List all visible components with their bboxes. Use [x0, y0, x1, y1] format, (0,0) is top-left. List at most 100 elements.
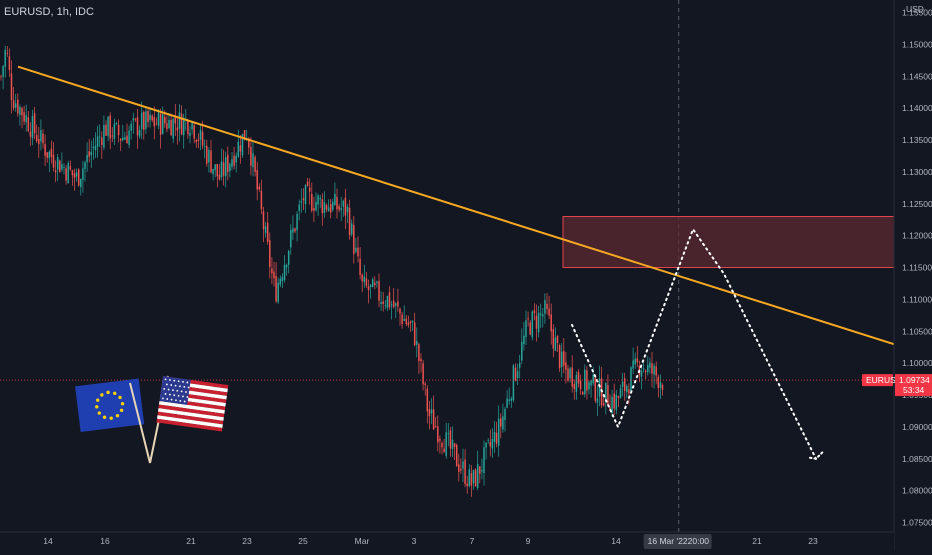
- candle-body: [59, 160, 61, 173]
- candle-body: [367, 286, 370, 291]
- candle-body: [371, 279, 374, 288]
- eu-flag-pole: [129, 382, 151, 464]
- price-tick-label: 1.15500: [902, 8, 932, 18]
- candle-body: [67, 163, 69, 184]
- symbol-header: EURUSD, 1h, IDC: [4, 6, 94, 18]
- candle-body: [250, 146, 252, 166]
- candle-body: [523, 335, 525, 345]
- us-star: [172, 389, 174, 392]
- candle-body: [556, 335, 559, 343]
- eu-star: [95, 398, 100, 402]
- candle-body: [502, 416, 504, 430]
- candle-body: [25, 115, 27, 123]
- trendline[interactable]: [17, 65, 895, 346]
- eu-star: [95, 405, 99, 409]
- candle-body: [563, 351, 565, 366]
- time-tick-label: 7: [470, 536, 475, 546]
- candle-body: [621, 381, 624, 387]
- resistance-zone[interactable]: [562, 216, 895, 268]
- eu-star: [100, 393, 104, 397]
- candle-body: [565, 362, 567, 370]
- candle-body: [336, 196, 338, 210]
- candle-body: [613, 393, 615, 409]
- candle-body: [157, 112, 160, 126]
- candle-body: [71, 170, 74, 176]
- price-scale[interactable]: [894, 0, 932, 550]
- candle-body: [86, 154, 88, 163]
- crosshair-time-label: 20:00: [688, 536, 710, 546]
- candle-body: [401, 314, 403, 325]
- candle-body: [153, 117, 156, 127]
- candle-body: [342, 201, 345, 207]
- time-tick-label: Mar: [355, 536, 370, 546]
- candle-body: [101, 137, 103, 145]
- candle-body: [0, 76, 2, 78]
- candle-body: [182, 117, 185, 136]
- candle-body: [476, 463, 479, 489]
- candle-body: [455, 444, 458, 467]
- candle-body: [239, 145, 242, 152]
- us-star: [168, 393, 171, 396]
- candle-body: [544, 300, 546, 314]
- candle-body: [485, 442, 487, 448]
- candle-body: [399, 308, 401, 314]
- candle-body: [525, 320, 527, 338]
- candle-body: [447, 433, 450, 435]
- candle-body: [466, 483, 468, 486]
- us-star: [166, 398, 169, 400]
- candle-body: [642, 368, 645, 370]
- candle-body: [44, 144, 46, 156]
- candle-body: [577, 371, 580, 384]
- candle-body: [300, 201, 303, 203]
- interval-label[interactable]: 1h: [56, 6, 69, 18]
- candle-body: [432, 409, 435, 430]
- candle-body: [187, 120, 189, 135]
- candle-body: [338, 206, 340, 210]
- candle-body: [365, 278, 368, 286]
- candle-body: [483, 447, 485, 474]
- candle-body: [283, 264, 286, 281]
- candle-body: [147, 110, 149, 123]
- candle-body: [107, 116, 109, 136]
- last-price-symbol: EURUSD: [866, 375, 902, 385]
- candle-body: [277, 282, 279, 302]
- candle-body: [405, 318, 408, 325]
- candle-body: [227, 154, 229, 173]
- candle-body: [271, 268, 273, 274]
- candle-body: [50, 148, 53, 157]
- candle-body: [493, 431, 496, 442]
- candle-body: [546, 303, 548, 309]
- eu-star: [102, 415, 107, 419]
- candle-body: [334, 193, 336, 205]
- candle-body: [134, 118, 137, 120]
- crosshair-date-tag: 16 Mar '22 20:00: [643, 534, 712, 549]
- candle-body: [363, 276, 366, 282]
- candle-body: [281, 277, 284, 282]
- candle-body: [636, 358, 639, 363]
- candle-body: [659, 382, 662, 388]
- us-star: [164, 378, 167, 381]
- candle-body: [529, 322, 531, 335]
- candle-body: [168, 119, 170, 129]
- candle-body: [489, 441, 492, 447]
- candle-body: [355, 247, 357, 252]
- candle-body: [17, 99, 19, 114]
- candle-body: [111, 135, 114, 137]
- projection-path[interactable]: [571, 227, 817, 460]
- candle-body: [512, 365, 515, 401]
- candle-body: [306, 181, 309, 186]
- candle-body: [103, 124, 105, 148]
- candle-body: [54, 170, 57, 173]
- candle-body: [260, 190, 263, 210]
- eu-star: [113, 391, 117, 395]
- candle-body: [117, 124, 120, 136]
- time-tick-label: 21: [752, 536, 762, 546]
- us-star: [183, 400, 186, 403]
- candle-body: [464, 459, 466, 485]
- candle-body: [84, 162, 86, 170]
- candle-body: [491, 438, 494, 449]
- candle-body: [434, 426, 437, 428]
